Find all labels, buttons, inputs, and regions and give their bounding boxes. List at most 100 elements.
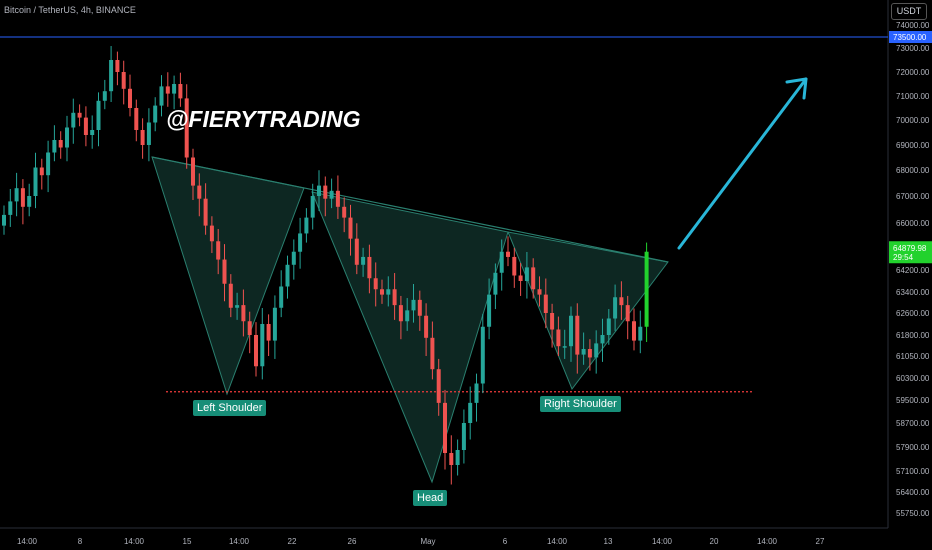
x-tick-label: 22 [288,537,297,546]
candle-body [260,324,265,367]
candle-body [562,346,567,348]
candle-body [191,157,195,186]
candle-body [613,297,618,319]
candle-body [304,217,309,234]
x-tick-label: 14:00 [124,537,145,546]
candle-body [178,84,183,99]
candle-body [543,294,548,313]
candle-body [392,289,397,306]
candle-body [235,305,240,308]
candle-body [310,196,315,218]
candle-body [487,294,492,327]
candle-body [569,315,573,347]
candle-body [39,167,44,176]
candle-body [449,453,454,465]
y-tick-label: 70000.00 [896,116,930,125]
candles [2,46,649,485]
y-tick-label: 56400.00 [896,488,930,497]
x-tick-label: 27 [816,537,825,546]
candle-body [480,326,485,384]
y-tick-label: 55750.00 [896,509,930,518]
candle-body [537,289,542,295]
candle-body [632,321,636,341]
neckline [151,156,669,263]
x-tick-label: 8 [78,537,83,546]
y-tick-label: 68000.00 [896,166,930,175]
candle-body [254,335,258,367]
candle-body [512,256,517,276]
candle-body [461,423,466,450]
y-tick-label: 64200.00 [896,266,930,275]
x-tick-label: 13 [604,537,613,546]
candle-body [367,256,372,279]
last-price-tag [889,241,932,264]
y-tick-label: 60300.00 [896,374,930,383]
y-tick-label: 61050.00 [896,352,930,361]
candle-body [575,315,580,355]
candle-body [455,450,460,465]
candle-body [83,117,88,135]
candle-body [228,283,233,308]
candle-body [65,127,69,148]
candle-body [531,267,536,290]
x-tick-label: 15 [183,537,192,546]
candle-body [638,326,643,341]
x-tick-label: May [420,537,435,546]
y-tick-label: 72000.00 [896,68,930,77]
candle-body [474,383,479,403]
candle-body [27,196,32,207]
candle-body [587,349,592,358]
x-tick-label: 14:00 [17,537,38,546]
y-tick-label: 57900.00 [896,443,930,452]
candle-body [140,130,145,145]
candle-body [335,190,340,207]
y-tick-label: 63400.00 [896,288,930,297]
candle-body [606,318,611,335]
right-shoulder-label: Right Shoulder [540,396,621,412]
candle-body [285,264,290,287]
candle-body [524,267,529,281]
candle-body [134,108,139,130]
candle-body [102,91,107,101]
candle-body [96,100,101,130]
candle-body [468,402,473,423]
candle-body [266,324,271,341]
candle-body [153,105,158,123]
candle-body [348,217,353,239]
x-tick-label: 26 [348,537,357,546]
candle-body [644,251,649,327]
candle-body [317,185,321,196]
y-tick-label: 66000.00 [896,219,930,228]
candle-body [411,299,416,311]
candle-body [619,297,624,306]
price-axis[interactable] [888,0,932,550]
y-tick-label: 73000.00 [896,44,930,53]
candle-body [203,198,208,226]
resistance-price-text: 73500.00 [893,33,927,42]
candle-body [279,286,284,308]
x-tick-label: 14:00 [652,537,673,546]
candle-body [77,112,82,118]
pattern-triangle-2 [311,191,509,484]
candle-body [165,86,170,94]
candle-body [493,272,498,295]
projection-arrow [677,77,808,250]
candle-body [247,321,252,335]
y-tick-label: 67000.00 [896,192,930,201]
x-tick-label: 14:00 [547,537,568,546]
candle-body [90,130,95,135]
y-tick-label: 74000.00 [896,21,930,30]
candle-body [184,98,189,158]
y-tick-label: 57100.00 [896,467,930,476]
countdown-text: 29:54 [893,253,914,262]
y-tick-label: 71000.00 [896,92,930,101]
watermark-text: @FIERYTRADING [166,106,361,132]
y-tick-label: 69000.00 [896,141,930,150]
candle-body [46,152,51,176]
currency-button[interactable]: USDT [891,3,927,20]
candle-body [380,289,384,295]
candle-body [386,289,391,295]
candle-body [443,402,447,453]
x-tick-label: 14:00 [229,537,250,546]
